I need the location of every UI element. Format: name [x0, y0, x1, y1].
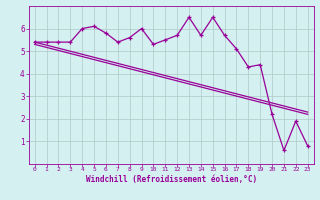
X-axis label: Windchill (Refroidissement éolien,°C): Windchill (Refroidissement éolien,°C)	[86, 175, 257, 184]
